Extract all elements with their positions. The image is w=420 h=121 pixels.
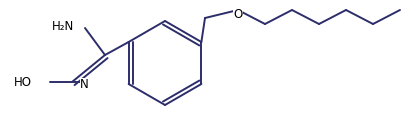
Text: O: O	[234, 8, 243, 21]
Text: H₂N: H₂N	[52, 19, 74, 33]
Text: N: N	[80, 77, 89, 91]
Text: HO: HO	[14, 76, 32, 88]
